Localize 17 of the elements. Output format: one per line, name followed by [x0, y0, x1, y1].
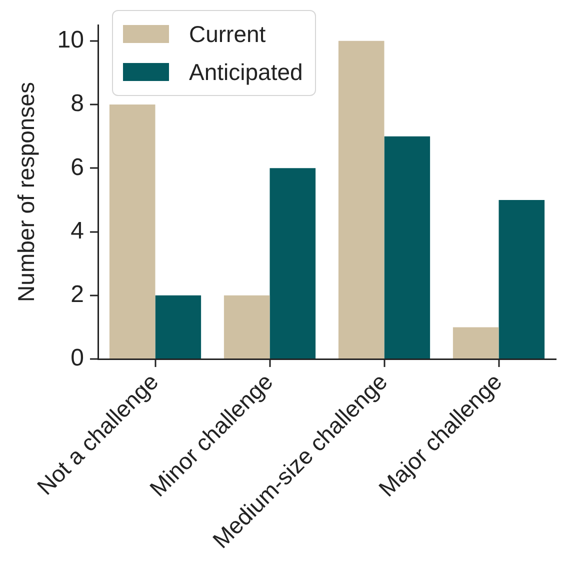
legend-label: Anticipated	[189, 58, 303, 86]
y-tick-label: 4	[70, 217, 84, 244]
bar	[155, 295, 202, 358]
y-tick-label: 6	[70, 154, 84, 181]
y-tick-label: 2	[70, 281, 84, 308]
y-tick-label: 10	[57, 26, 84, 54]
bar	[384, 136, 430, 358]
bar	[452, 327, 499, 358]
bar	[498, 200, 545, 358]
legend-label: Current	[189, 20, 266, 48]
y-axis-title: Number of responses	[13, 82, 40, 302]
y-tick-label: 8	[70, 90, 84, 118]
bar	[109, 104, 156, 358]
bar	[270, 168, 316, 358]
bar	[338, 40, 384, 358]
y-tick-label: 0	[70, 344, 84, 372]
bar	[224, 295, 270, 358]
